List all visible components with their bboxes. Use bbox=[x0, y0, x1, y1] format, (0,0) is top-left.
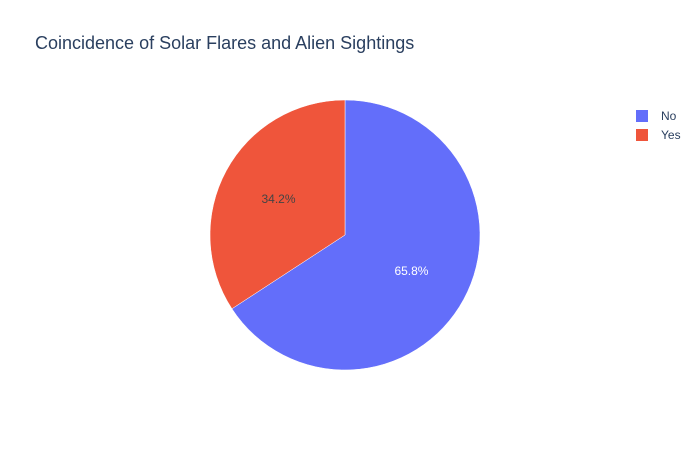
chart-title: Coincidence of Solar Flares and Alien Si… bbox=[35, 33, 415, 53]
legend-swatch bbox=[636, 128, 648, 141]
pie-slice-no[interactable] bbox=[231, 99, 481, 371]
legend-label: No bbox=[661, 108, 677, 123]
pie-slice-label-no: 65.8% bbox=[394, 264, 428, 278]
legend-item-yes[interactable]: Yes bbox=[636, 125, 681, 144]
legend-swatch bbox=[636, 109, 648, 122]
pie-slice-label-yes: 34.2% bbox=[262, 192, 296, 206]
legend-label: Yes bbox=[661, 127, 681, 142]
legend: No Yes bbox=[636, 106, 681, 144]
legend-item-no[interactable]: No bbox=[636, 106, 681, 125]
pie-slice-yes[interactable] bbox=[209, 99, 346, 310]
